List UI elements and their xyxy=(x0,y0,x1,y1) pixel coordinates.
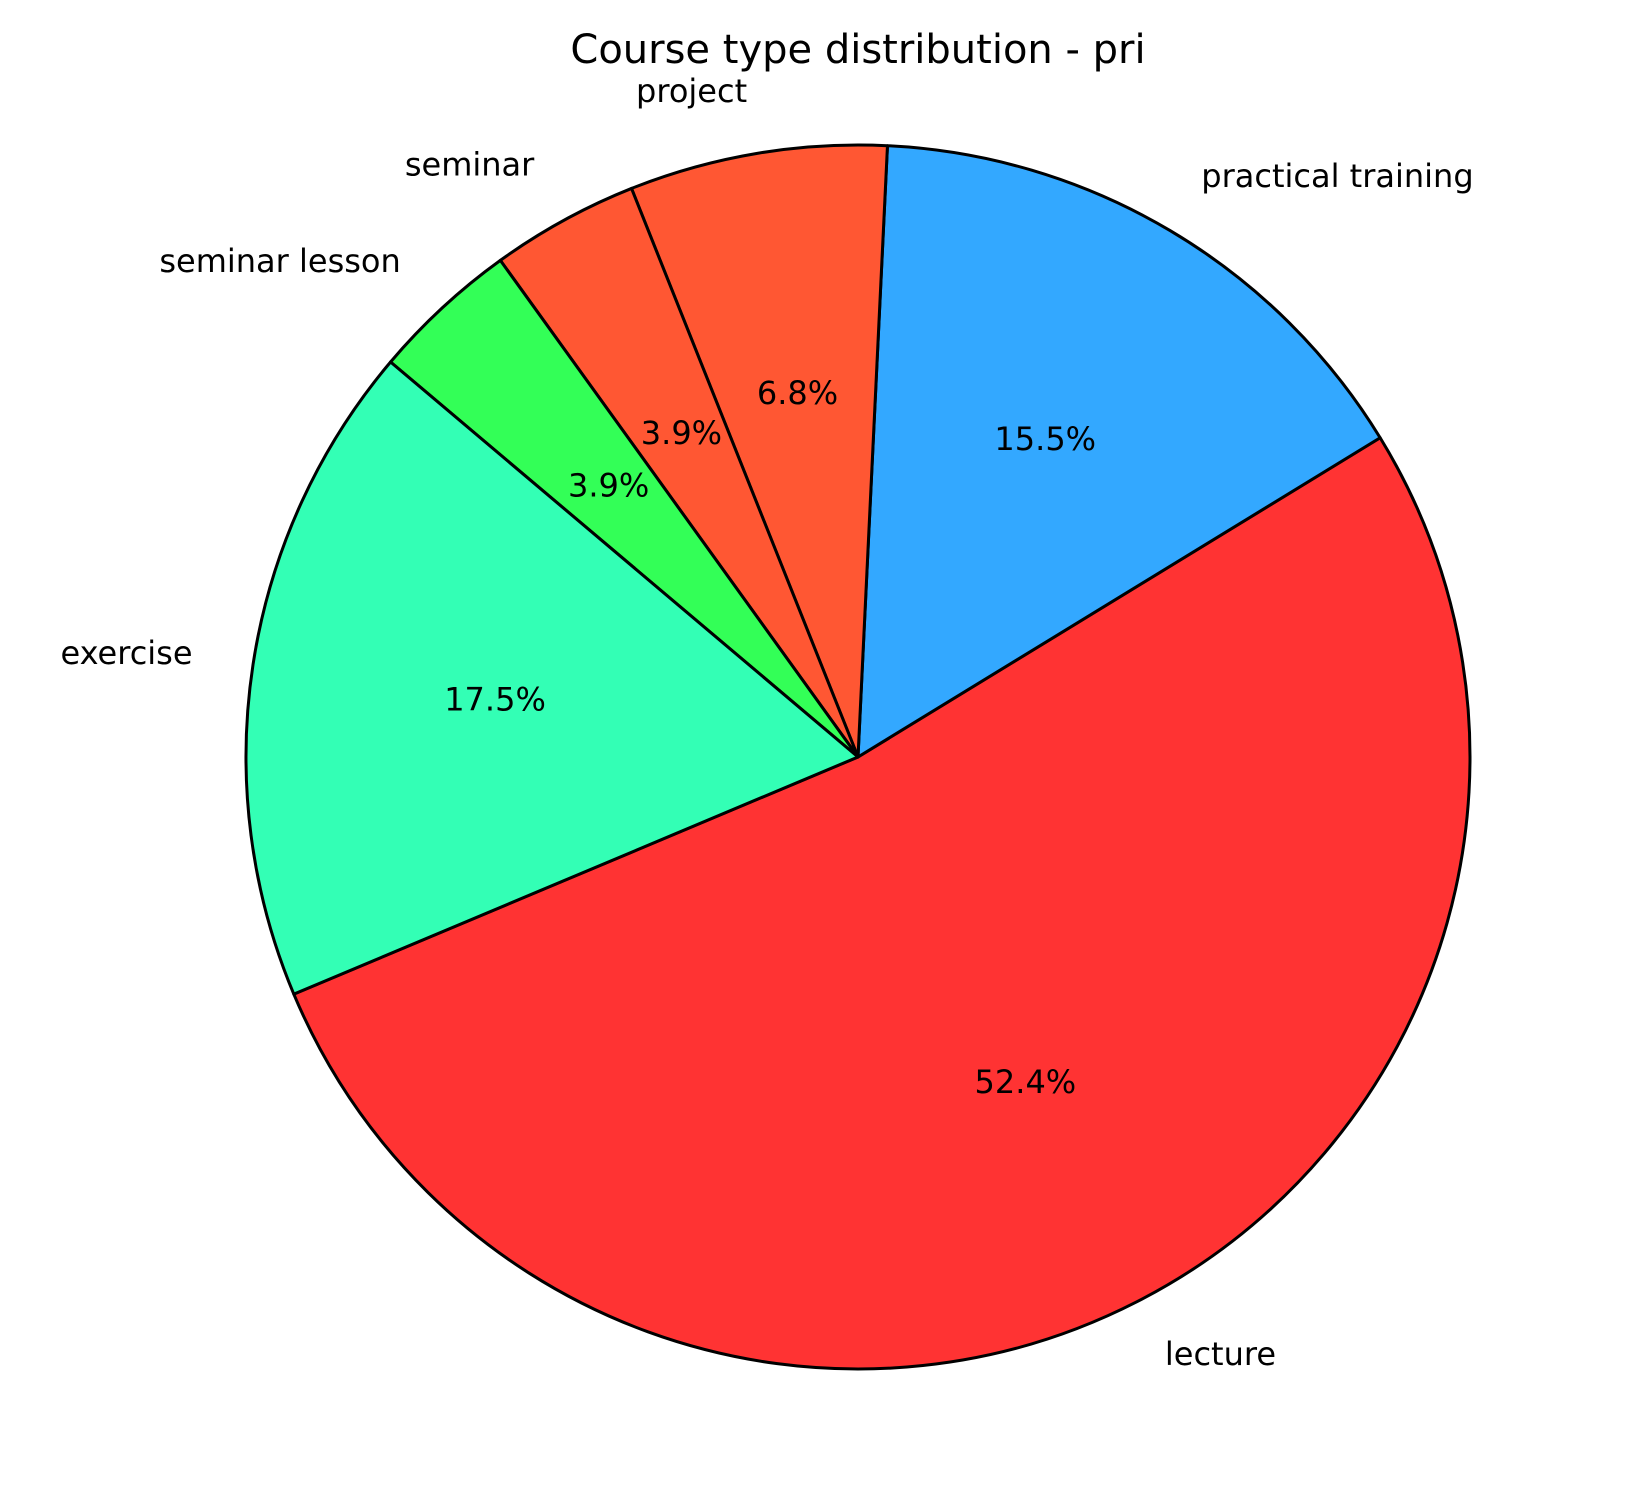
pie-slice xyxy=(244,360,860,996)
slice-label: practical training xyxy=(1201,157,1473,195)
value-label: 3.9% xyxy=(568,466,649,504)
value-label: 17.5% xyxy=(444,680,546,718)
chart-title: Course type distribution - pri xyxy=(570,27,1145,73)
pie-slice xyxy=(630,143,889,759)
value-label: 3.9% xyxy=(641,414,722,452)
slice-label: project xyxy=(636,72,747,110)
slice-label: lecture xyxy=(1165,1335,1276,1373)
slice-label: exercise xyxy=(60,634,192,672)
slice-label: seminar lesson xyxy=(159,242,400,280)
slice-label: seminar xyxy=(405,146,535,184)
pie-slice xyxy=(856,144,1382,759)
value-label: 6.8% xyxy=(757,374,838,412)
value-label: 52.4% xyxy=(975,1063,1077,1101)
pie-slice xyxy=(292,436,1472,1371)
value-label: 15.5% xyxy=(994,420,1096,458)
